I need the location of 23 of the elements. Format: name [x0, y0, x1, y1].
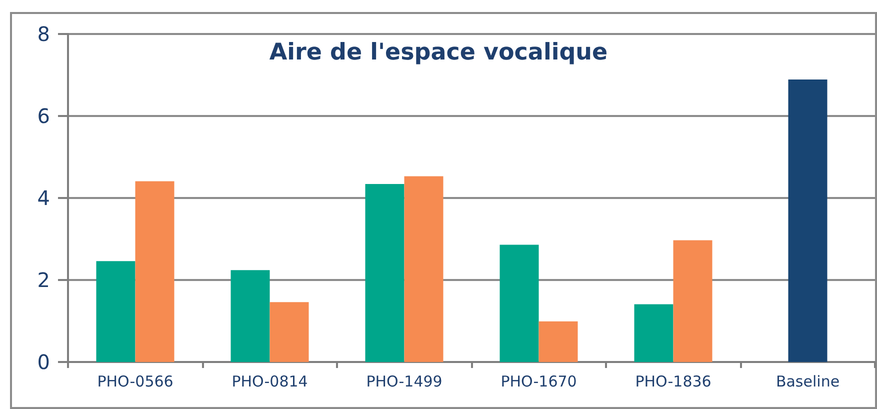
bar: [404, 176, 444, 362]
x-tick-label: Baseline: [776, 372, 840, 390]
bar: [538, 321, 578, 362]
chart-title: Aire de l'espace vocalique: [269, 40, 608, 66]
bar: [270, 302, 309, 362]
y-tick-label: 4: [37, 186, 50, 210]
bar: [365, 184, 404, 362]
bar: [673, 240, 712, 362]
y-tick-label: 2: [37, 268, 50, 292]
x-tick-label: PHO-0566: [97, 372, 174, 390]
x-tick-label: PHO-1836: [635, 372, 712, 390]
x-tick-label: PHO-0814: [232, 372, 308, 390]
bar: [135, 181, 174, 362]
bar: [230, 270, 270, 362]
y-tick-label: 0: [37, 350, 50, 374]
bar: [96, 261, 136, 362]
bar: [788, 80, 828, 362]
x-tick-label: PHO-1670: [500, 372, 577, 390]
x-tick-label: PHO-1499: [366, 372, 442, 390]
y-tick-label: 8: [37, 22, 50, 46]
y-tick-label: 6: [37, 104, 50, 128]
bar: [500, 244, 539, 362]
bar: [634, 304, 674, 362]
